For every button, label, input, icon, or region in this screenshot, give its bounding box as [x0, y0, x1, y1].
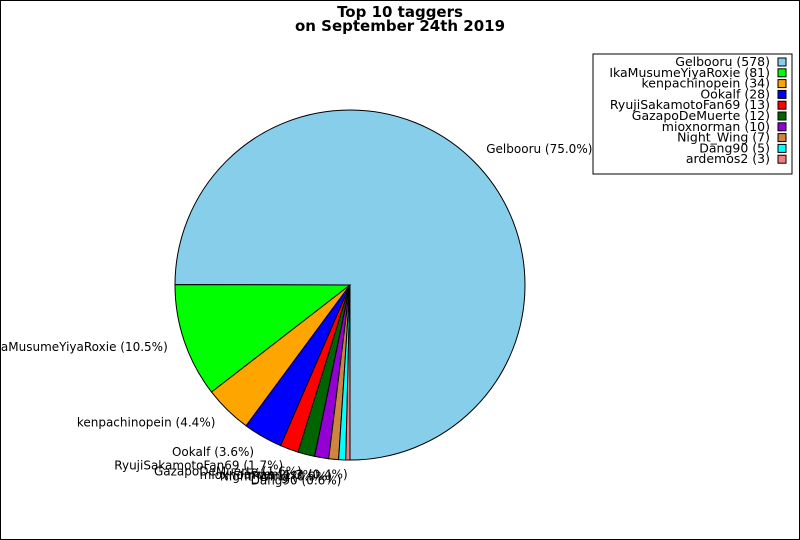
slice-label: ardemos2 (0.4%): [244, 467, 348, 481]
legend-entry: ardemos2 (3): [686, 151, 770, 166]
legend-entry: kenpachinopein (34): [642, 76, 771, 91]
legend-swatch: [777, 79, 787, 89]
slice-labels: Gelbooru (75.0%) IkaMusumeYiyaRoxie (10.5…: [0, 142, 592, 487]
legend-entry: mioxnorman (10): [662, 119, 770, 134]
slice-label: Gelbooru (75.0%): [486, 142, 592, 156]
legend-swatch: [777, 68, 787, 78]
pie-slice-ardemos2: [345, 284, 351, 461]
legend-swatch: [777, 154, 787, 164]
legend-entry: Dang90 (5): [699, 140, 770, 155]
slice-label: RyujiSakamotoFan69 (1.7%): [114, 459, 283, 473]
legend-entry: Ookalf (28): [700, 86, 770, 101]
slice-label: Dang90 (0.6%): [251, 473, 342, 487]
legend-swatch: [777, 133, 787, 143]
legend-box: [592, 53, 793, 175]
legend-swatch: [777, 122, 787, 132]
slice-label: IkaMusumeYiyaRoxie (10.5%): [0, 340, 168, 354]
legend-entry: Night_Wing (7): [677, 130, 770, 145]
legend: Gelbooru (578)IkaMusumeYiyaRoxie (81)ken…: [592, 53, 793, 175]
slice-label: kenpachinopein (4.4%): [77, 416, 216, 430]
legend-swatch: [777, 100, 787, 110]
pie-slices: [174, 109, 526, 461]
legend-swatch: [777, 89, 787, 99]
slice-label: mioxnorman (1.3%): [200, 468, 319, 482]
legend-entry: IkaMusumeYiyaRoxie (81): [609, 65, 770, 80]
pie-slice-gelbooru: [174, 109, 526, 461]
legend-entry: Gelbooru (578): [675, 54, 770, 69]
legend-swatch: [777, 111, 787, 121]
slice-label: Night_Wing (0.9%): [220, 470, 332, 484]
legend-swatch: [777, 57, 787, 67]
slice-label: GazapoDeMuerte (1.6%): [154, 464, 302, 478]
chart-title-line-1: Top 10 taggers: [337, 3, 463, 21]
legend-swatch: [777, 143, 787, 153]
legend-entry: GazapoDeMuerte (12): [632, 108, 770, 123]
slice-label: Ookalf (3.6%): [172, 445, 254, 459]
chart-title-line-2: on September 24th 2019: [295, 17, 505, 35]
legend-entry: RyujiSakamotoFan69 (13): [610, 97, 770, 112]
pie-slice-ikamusumeyiyaroxie: [174, 284, 352, 393]
